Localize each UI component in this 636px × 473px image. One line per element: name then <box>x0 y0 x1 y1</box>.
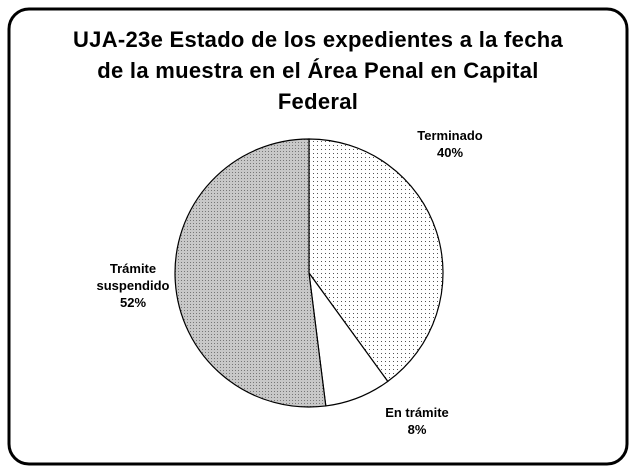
pie-slice <box>174 138 327 408</box>
pie-slice <box>308 138 444 383</box>
label-value: 40% <box>436 145 464 160</box>
slice-label: Trámite suspendido 52% <box>88 260 178 311</box>
label-name: Trámite suspendido <box>96 261 170 293</box>
label-name: En trámite <box>385 405 449 420</box>
label-value: 8% <box>407 422 427 437</box>
label-value: 52% <box>119 295 147 310</box>
label-name: Terminado <box>417 128 483 143</box>
slice-label: Terminado 40% <box>395 127 505 161</box>
chart-title: UJA-23e Estado de los expedientes a la f… <box>72 27 564 114</box>
slice-label: En trámite 8% <box>362 404 472 438</box>
